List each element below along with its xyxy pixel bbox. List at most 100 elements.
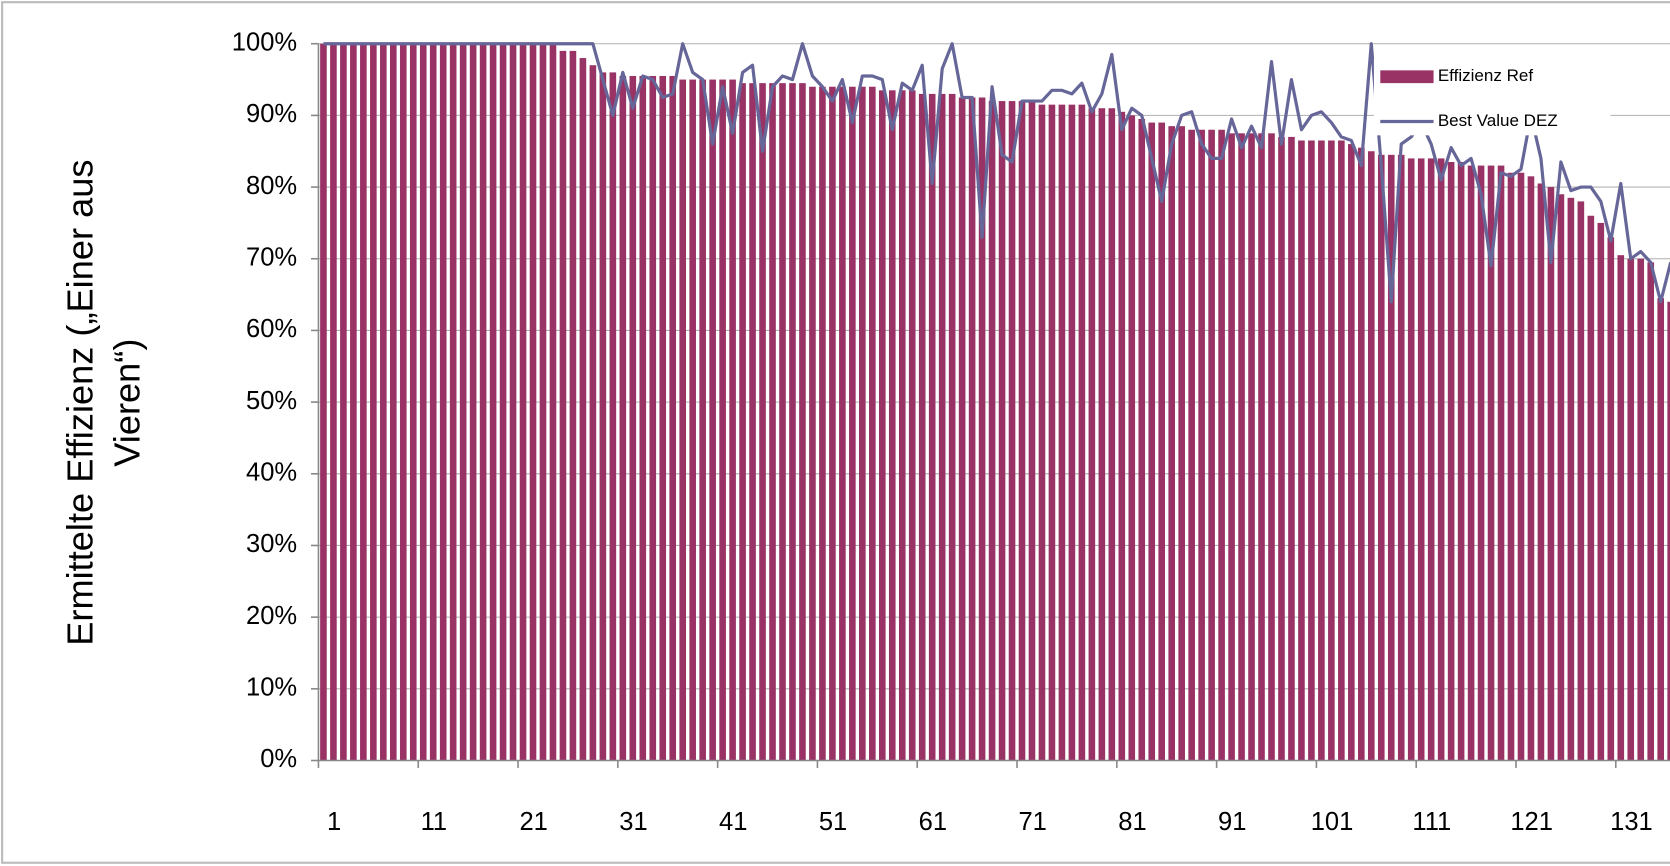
bar [1188,129,1195,761]
bar [639,75,647,761]
y-axis-title-line: Vieren“) [106,339,147,467]
bar [739,83,746,761]
x-tick-label: 11 [421,808,448,836]
bar [389,43,397,761]
bar [1308,140,1315,761]
bar [849,86,856,761]
bar [988,101,996,761]
bar [1208,129,1215,761]
bar [1078,104,1086,761]
bar [709,79,716,761]
bar [998,101,1006,761]
bar [908,90,916,761]
bar [1547,187,1555,761]
x-tick-label: 111 [1412,808,1451,836]
bar [1387,154,1395,761]
bar [759,83,766,761]
bar [1148,122,1156,761]
bar [1248,133,1255,761]
bar [659,75,667,761]
bar [859,86,866,761]
x-tick-label: 61 [919,808,947,836]
bar [529,43,537,761]
bar [320,43,327,761]
bar [1427,158,1435,761]
bar [1637,258,1645,761]
bar [1537,183,1545,761]
bar [1507,172,1515,761]
bar [1457,161,1465,761]
bar [1607,237,1615,761]
bar [699,79,706,761]
bar [1228,133,1235,761]
bar [928,93,936,761]
x-tick-label: 121 [1510,808,1553,836]
bar [749,83,756,761]
bar [1338,140,1345,761]
bar [1038,104,1046,761]
bar [789,83,796,761]
bar [948,93,956,761]
y-tick-label: 10% [246,674,297,702]
bar [1098,108,1106,761]
bar [1627,258,1635,761]
bar [1407,158,1415,761]
bar [1377,154,1385,761]
x-tick-label: 91 [1218,808,1246,836]
bar [429,43,437,761]
y-tick-label: 100% [232,28,297,56]
x-tick-label: 41 [719,808,747,836]
bar [1447,161,1455,761]
x-tick-label: 71 [1018,808,1046,836]
bar [649,75,657,761]
bar [479,43,487,761]
legend-label: Best Value DEZ [1438,111,1558,130]
bar [1008,101,1016,761]
bar [1587,215,1595,761]
y-tick-label: 30% [246,530,297,558]
bar [1258,133,1265,761]
y-tick-label: 40% [246,459,297,487]
bar [958,97,966,761]
bar [809,86,816,761]
bar [399,43,407,761]
legend-swatch [1380,70,1434,84]
bar [938,93,946,761]
bar [898,90,906,761]
bar [370,43,377,761]
bar [1048,104,1056,761]
bar [878,90,886,761]
bar [1477,165,1485,761]
bar [380,43,387,761]
bar [1358,147,1365,761]
bar [978,97,986,761]
bar [669,75,677,761]
bar [1298,140,1305,761]
bar [1577,201,1585,761]
y-tick-label: 20% [246,602,297,630]
bar [539,43,547,761]
bar [469,43,477,761]
bar [1348,144,1355,761]
bar [1218,129,1225,761]
bar [1367,151,1375,761]
bar [509,43,517,761]
x-tick-label: 21 [519,808,547,836]
bar [1178,126,1185,761]
bar [1128,115,1136,761]
bar [629,75,637,761]
bar [1278,136,1285,761]
bar [1018,101,1026,761]
bar [729,79,736,761]
bar [1467,165,1475,761]
y-tick-label: 80% [246,172,297,200]
bar [1318,140,1325,761]
bar [1397,154,1405,761]
bar [819,86,826,761]
legend-label: Effizienz Ref [1438,66,1534,85]
bar [549,43,557,761]
bar [519,43,527,761]
y-axis-title-line: Ermittelte Effizienz („Einer aus [60,160,101,646]
bar [1497,165,1505,761]
bar [499,43,507,761]
